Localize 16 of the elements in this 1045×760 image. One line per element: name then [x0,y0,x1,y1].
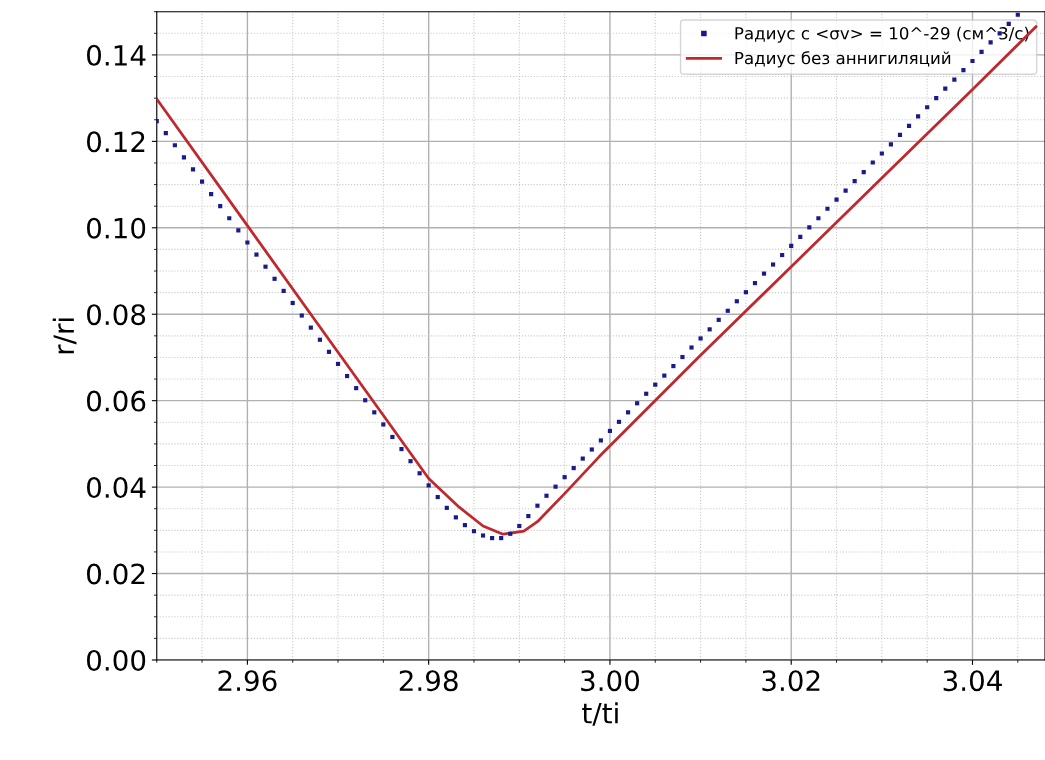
y-tick-label: 0.14 [87,44,146,66]
y-tick-label: 0.06 [87,390,146,412]
x-tick-label: 2.98 [399,670,458,692]
y-tick-label: 0.10 [87,217,146,239]
y-tick-label: 0.04 [87,477,146,499]
x-axis-title: t/ti [582,702,618,726]
legend-label: Радиус без аннигиляций [735,51,951,68]
x-tick-label: 2.96 [218,670,277,692]
y-tick-label: 0.12 [87,131,145,153]
y-tick-label: 0.00 [87,649,146,671]
x-tick-label: 3.02 [762,670,820,692]
x-tick-label: 3.04 [943,670,1002,692]
y-axis-title: r/ri [52,318,77,354]
y-tick-label: 0.08 [87,304,146,326]
x-tick-label: 3.00 [581,670,640,692]
y-tick-label: 0.02 [87,563,145,585]
